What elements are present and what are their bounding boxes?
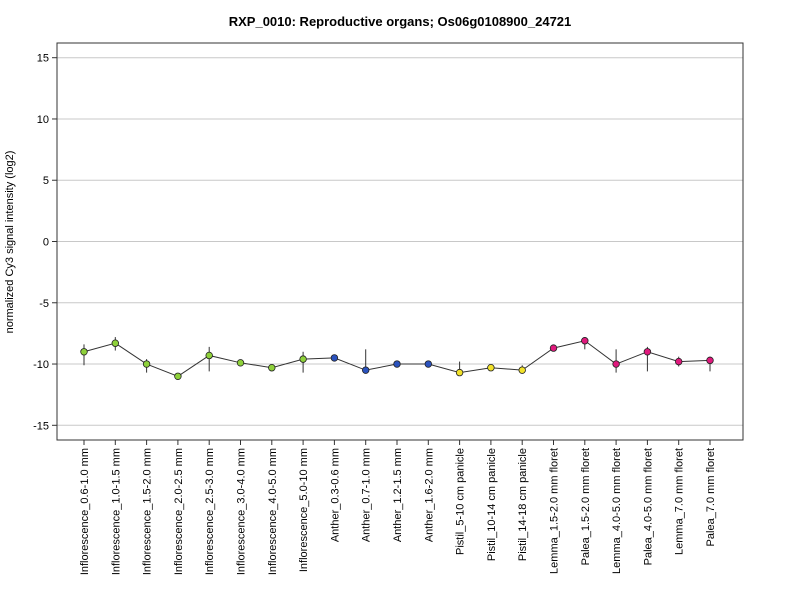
x-tick-label: Palea_1.5-2.0 mm floret (580, 448, 592, 565)
x-tick-label: Palea_4.0-5.0 mm floret (642, 448, 654, 565)
x-tick-label: Pistil_10-14 cm panicle (486, 448, 498, 561)
data-point (487, 364, 495, 372)
axes: -15 -10 -5 0 5 10 15 Inflorescence_0.6-1.0 mm In… (33, 53, 717, 575)
data-point (549, 344, 558, 352)
data-series (80, 337, 714, 380)
data-point (706, 356, 714, 365)
x-tick-label: Anther_0.7-1.0 mm (361, 448, 373, 542)
data-point (643, 348, 652, 356)
data-point (111, 339, 119, 347)
data-point (612, 360, 620, 368)
grid-lines (57, 57, 743, 426)
data-point (142, 360, 151, 368)
data-point (330, 354, 339, 362)
x-tick-label: Inflorescence_3.0-4.0 mm (236, 448, 248, 575)
x-tick-label: Pistil_5-10 cm panicle (455, 448, 467, 555)
data-point (424, 360, 432, 368)
data-point (455, 368, 464, 377)
y-axis-label: normalized Cy3 signal intensity (log2) (4, 151, 16, 334)
y-tick-label: -10 (33, 359, 49, 371)
x-tick-label: Inflorescence_4.0-5.0 mm (267, 448, 279, 575)
x-tick-label: Inflorescence_2.0-2.5 mm (173, 448, 185, 575)
chart-title: RXP_0010: Reproductive organs; Os06g0108… (229, 14, 572, 29)
y-tick-label: 0 (43, 237, 49, 249)
data-point (518, 366, 526, 374)
data-point (581, 337, 589, 345)
data-point (236, 359, 245, 367)
x-tick-label: Lemma_7.0 mm floret (674, 448, 686, 555)
y-tick-label: 5 (43, 175, 49, 187)
x-tick-label: Anther_0.3-0.6 mm (329, 448, 341, 542)
x-tick-label: Inflorescence_2.5-3.0 mm (204, 448, 216, 575)
data-point (393, 360, 401, 368)
x-tick-label: Inflorescence_1.5-2.0 mm (142, 448, 154, 575)
x-tick-label: Lemma_4.0-5.0 mm floret (611, 448, 623, 574)
y-tick-label: -5 (39, 298, 49, 310)
x-tick-label: Inflorescence_0.6-1.0 mm (79, 448, 91, 575)
data-point (268, 364, 276, 372)
x-tick-label: Palea_7.0 mm floret (705, 448, 717, 546)
y-tick-label: -15 (33, 420, 49, 432)
data-point (299, 355, 307, 363)
x-tick-label: Anther_1.6-2.0 mm (423, 448, 435, 542)
x-tick-label: Anther_1.2-1.5 mm (392, 448, 404, 542)
x-tick-label: Pistil_14-18 cm panicle (517, 448, 529, 561)
data-point (362, 366, 370, 374)
data-point (174, 372, 182, 380)
data-point (205, 351, 213, 360)
y-tick-label: 10 (37, 114, 49, 126)
x-tick-label: Inflorescence_1.0-1.5 mm (110, 448, 122, 575)
data-point (80, 348, 88, 356)
data-point (675, 357, 683, 366)
x-tick-label: Inflorescence_5.0-10 mm (298, 448, 310, 572)
y-tick-label: 15 (37, 53, 49, 65)
x-tick-label: Lemma_1.5-2.0 mm floret (549, 448, 561, 574)
